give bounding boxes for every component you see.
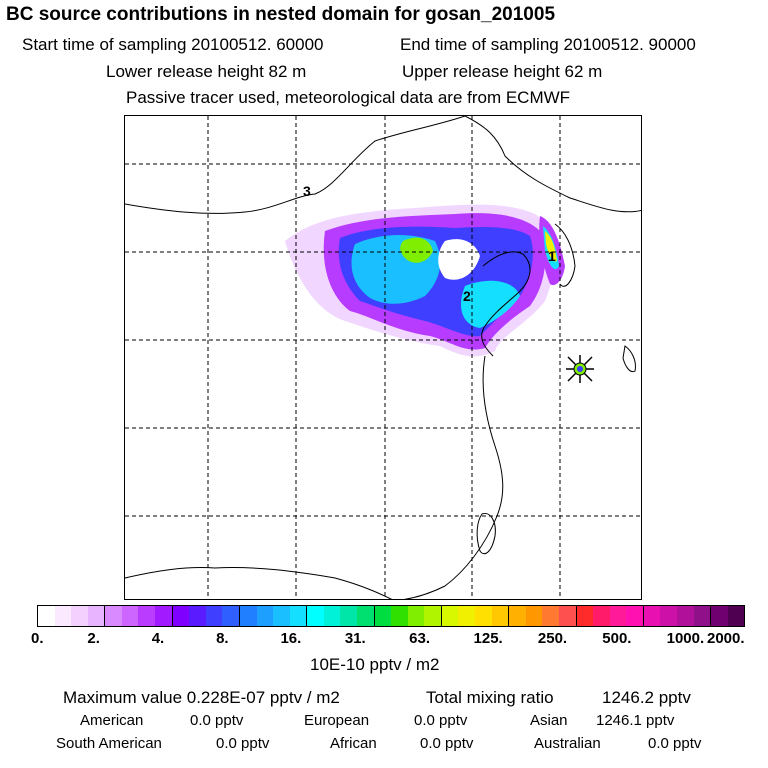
colorbar-tick-label: 2000.	[707, 630, 745, 647]
colorbar-cell	[407, 606, 425, 626]
taiwan	[476, 512, 496, 555]
end-time: End time of sampling 20100512. 90000	[400, 35, 696, 54]
colorbar-cell	[391, 606, 408, 626]
south-american-value: 0.0 pptv	[216, 735, 270, 752]
colorbar-cell	[38, 606, 55, 626]
region-label-2: 2	[463, 288, 471, 304]
american-label: American	[80, 712, 144, 729]
colorbar-cell	[105, 606, 122, 626]
region-label-3: 3	[303, 183, 311, 199]
colorbar-cell	[491, 606, 510, 626]
colorbar-cell	[525, 606, 543, 626]
colorbar-cell	[87, 606, 106, 626]
colorbar-cell	[71, 606, 88, 626]
colorbar-cell	[289, 606, 308, 626]
colorbar-cell	[256, 606, 274, 626]
colorbar-cell	[458, 606, 476, 626]
asian-label: Asian	[530, 712, 568, 729]
colorbar-cell	[693, 606, 712, 626]
plume-cyan-east	[460, 280, 520, 328]
colorbar-cell	[189, 606, 206, 626]
colorbar-tick-label: 4.	[151, 630, 165, 647]
colorbar-cell	[205, 606, 223, 626]
colorbar-cell	[54, 606, 72, 626]
japan-kyushu	[622, 345, 636, 373]
african-label: African	[330, 735, 377, 752]
colorbar-tick-label: 125.	[473, 630, 503, 647]
colorbar-tick-label: 250.	[537, 630, 568, 647]
australian-label: Australian	[534, 735, 601, 752]
colorbar-cell	[676, 606, 694, 626]
colorbar-unit: 10E-10 pptv / m2	[310, 655, 440, 674]
lat-lon-grid	[125, 116, 641, 599]
colorbar-cell	[609, 606, 627, 626]
colorbar-tick-label: 0.	[31, 630, 44, 647]
colorbar-cell	[509, 606, 526, 626]
european-value: 0.0 pptv	[414, 712, 468, 729]
chart-title: BC source contributions in nested domain…	[6, 4, 556, 25]
region-label-1: 1	[548, 248, 556, 264]
colorbar-cell	[374, 606, 392, 626]
colorbar-cell	[323, 606, 341, 626]
colorbar-cell	[475, 606, 492, 626]
colorbar-tick-label: 31.	[344, 630, 366, 647]
australian-value: 0.0 pptv	[648, 735, 702, 752]
colorbar	[37, 605, 745, 627]
coastline-china-east	[403, 355, 504, 599]
asian-value: 1246.1 pptv	[596, 712, 675, 729]
tracer-note: Passive tracer used, meteorological data…	[126, 88, 571, 107]
colorbar-cell	[307, 606, 324, 626]
colorbar-cell	[660, 606, 677, 626]
european-label: European	[304, 712, 370, 729]
colorbar-cell	[356, 606, 375, 626]
colorbar-tick-label: 16.	[280, 630, 302, 647]
receptor-marker	[566, 355, 594, 383]
colorbar-cell	[138, 606, 156, 626]
coastline-korea	[554, 223, 576, 287]
colorbar-cell	[441, 606, 459, 626]
border-northeast	[464, 116, 641, 213]
colorbar-cell	[643, 606, 661, 626]
plume-field	[285, 204, 565, 357]
plume-korea-yellow	[545, 231, 557, 262]
colorbar-cell	[239, 606, 257, 626]
south-american-label: South American	[56, 735, 162, 752]
clear-gap	[438, 239, 480, 280]
colorbar-cell	[155, 606, 173, 626]
start-time: Start time of sampling 20100512. 60000	[22, 35, 324, 54]
colorbar-cell	[273, 606, 290, 626]
coastline-south	[125, 567, 393, 599]
colorbar-tick-label: 8.	[216, 630, 229, 647]
colorbar-cell	[558, 606, 577, 626]
upper-release-height: Upper release height 62 m	[402, 62, 603, 81]
coastlines	[125, 116, 641, 599]
colorbar-cell	[542, 606, 559, 626]
total-mixing-value: 1246.2 pptv	[602, 688, 691, 707]
colorbar-tick-label: 63.	[409, 630, 431, 647]
colorbar-tick-label: 1000.	[666, 630, 705, 647]
coastline-north	[125, 116, 466, 214]
map-svg: 3 2 1	[125, 116, 641, 599]
colorbar-cell	[626, 606, 644, 626]
lower-release-height: Lower release height 82 m	[106, 62, 307, 81]
colorbar-cell	[593, 606, 610, 626]
african-value: 0.0 pptv	[420, 735, 474, 752]
colorbar-cell	[172, 606, 190, 626]
max-value: Maximum value 0.228E-07 pptv / m2	[63, 688, 340, 707]
colorbar-cell	[222, 606, 240, 626]
plume-green	[400, 237, 433, 263]
colorbar-cell	[727, 606, 745, 626]
colorbar-cell	[424, 606, 442, 626]
colorbar-tick-label: 2.	[87, 630, 100, 647]
total-mixing-label: Total mixing ratio	[426, 688, 554, 707]
american-value: 0.0 pptv	[190, 712, 244, 729]
colorbar-tick-label: 500.	[602, 630, 632, 647]
colorbar-cell	[711, 606, 728, 626]
colorbar-cell	[576, 606, 594, 626]
colorbar-cell	[340, 606, 357, 626]
colorbar-cell	[121, 606, 139, 626]
map-plot: 3 2 1	[124, 115, 642, 600]
